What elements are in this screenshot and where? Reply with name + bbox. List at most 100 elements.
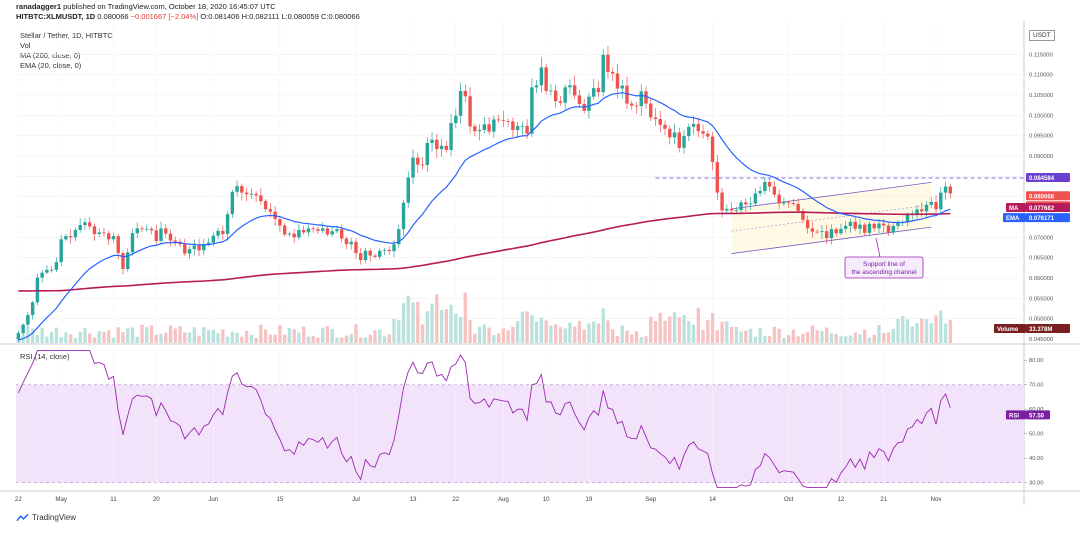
candle-body [444, 145, 449, 150]
volume-label-badge-bg [994, 324, 1026, 333]
candle-body [306, 228, 311, 233]
volume-bar [630, 334, 634, 343]
candle-body [649, 103, 653, 118]
candle-body [734, 210, 739, 211]
candle-body [630, 103, 634, 106]
candle-body [682, 136, 686, 148]
candle-body [668, 128, 672, 138]
volume-bar [411, 302, 415, 343]
price-tick-label: 0.095000 [1029, 134, 1053, 140]
candle-body [482, 124, 487, 130]
volume-bar [477, 326, 482, 343]
volume-bar [416, 301, 420, 343]
annotation-line-2: the ascending channel [851, 269, 917, 276]
candle-body [896, 222, 900, 226]
candle-body [121, 253, 125, 270]
volume-bar [197, 335, 201, 343]
resistance-badge-bg [1026, 173, 1070, 183]
volume-bar [463, 292, 467, 343]
volume-bar [910, 326, 914, 343]
volume-bar [30, 328, 35, 343]
volume-bar [111, 337, 116, 343]
currency-label[interactable]: USDT [1029, 30, 1055, 41]
candle-body [534, 85, 539, 88]
volume-bar [59, 336, 63, 343]
candle-body [159, 228, 163, 241]
volume-bar [130, 327, 135, 343]
candle-body [625, 85, 629, 104]
volume-bar [729, 326, 734, 343]
time-tick-label: 14 [709, 496, 716, 503]
volume-bar [820, 330, 824, 343]
candle-body [397, 229, 401, 245]
volume-bar [173, 328, 177, 343]
legend-rsi[interactable]: RSI (14, close) [20, 352, 70, 361]
candle-body [107, 233, 111, 240]
candle-body [701, 131, 705, 134]
candle-body [530, 87, 534, 134]
time-tick-label: 21 [880, 496, 887, 503]
rsi-tick-label: 70.00 [1029, 383, 1044, 389]
volume-bar [649, 316, 653, 343]
candle-body [297, 229, 301, 238]
candle-body [796, 203, 800, 211]
candle-body [805, 219, 810, 229]
candle-body [349, 241, 353, 245]
candle-body [653, 117, 658, 120]
legend-ema[interactable]: EMA (20, close, 0) [20, 61, 82, 70]
candle-body [430, 139, 434, 144]
candle-body [116, 236, 120, 254]
candle-body [687, 126, 691, 137]
candle-body [511, 121, 515, 130]
candle-body [867, 223, 872, 233]
candle-body [282, 225, 287, 235]
candle-body [501, 120, 506, 122]
candle-body [373, 255, 377, 257]
rsi-label-badge-bg [1006, 410, 1026, 420]
ema20-line [18, 92, 951, 341]
volume-bar [183, 332, 187, 343]
volume-bar [263, 329, 268, 343]
candle-body [943, 186, 948, 193]
candle-body [615, 73, 620, 89]
volume-bar [349, 333, 353, 343]
volume-bar [553, 324, 558, 343]
volume-bar [582, 329, 586, 343]
candle-body [330, 231, 334, 235]
candle-body [211, 235, 216, 243]
legend-title[interactable]: Stellar / Tether, 1D, HITBTC [20, 31, 113, 40]
volume-bar [244, 330, 249, 343]
volume-bar [939, 310, 943, 343]
candle-body [934, 201, 938, 210]
legend-ma[interactable]: MA (200, close, 0) [20, 51, 81, 60]
volume-bar [829, 333, 834, 343]
volume-bar [725, 321, 729, 343]
volume-bar [54, 327, 59, 343]
annotation-line-1: Support line of [863, 261, 905, 268]
candle-body [325, 228, 330, 235]
candle-body [520, 125, 525, 127]
volume-bar [943, 323, 948, 343]
volume-bar [501, 328, 506, 343]
legend-vol[interactable]: Vol [20, 41, 31, 50]
volume-bar [69, 334, 73, 343]
brand: TradingView [16, 513, 76, 522]
candle-body [406, 177, 410, 203]
candle-body [45, 269, 49, 273]
candle-body [606, 54, 610, 72]
candle-body [739, 202, 743, 211]
volume-bar [340, 337, 344, 343]
candle-body [601, 54, 605, 93]
candle-body [920, 209, 924, 212]
resistance-badge: 0.084584 [1029, 176, 1055, 182]
volume-bar [920, 318, 924, 343]
volume-bar [844, 336, 848, 343]
candle-body [244, 192, 249, 195]
volume-bar [891, 328, 895, 343]
candle-body [720, 192, 724, 211]
candle-body [26, 314, 30, 325]
candle-body [587, 96, 591, 111]
volume-bar [644, 336, 648, 343]
volume-bar [734, 326, 739, 343]
